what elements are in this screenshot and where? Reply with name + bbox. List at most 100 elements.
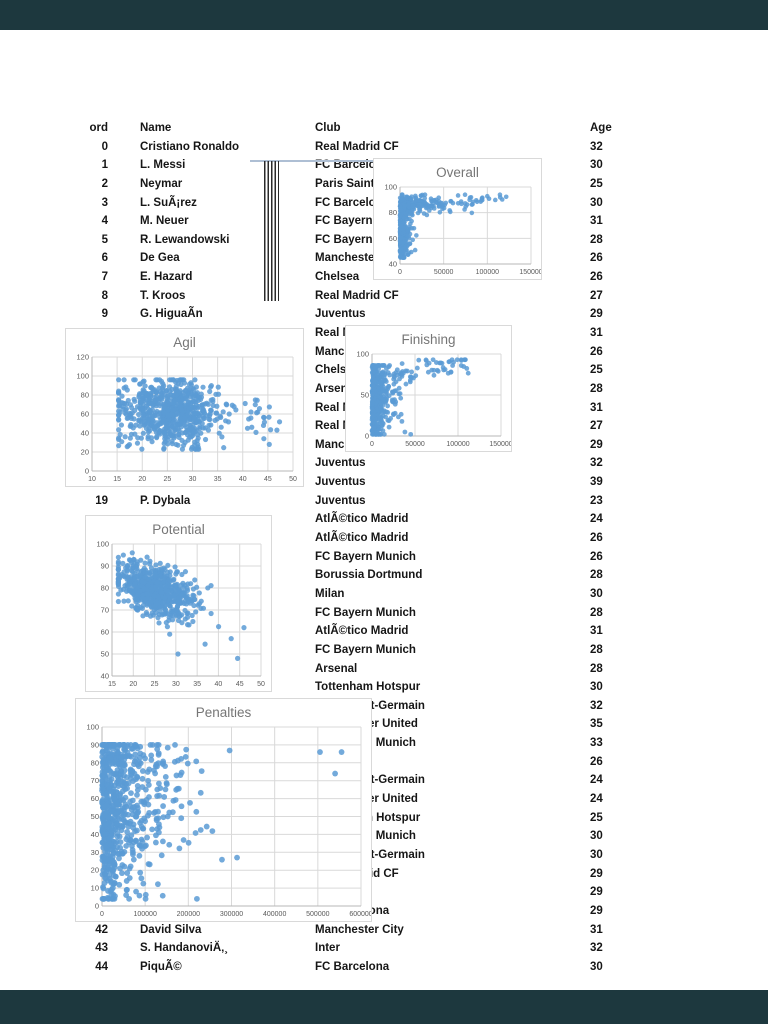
cell-club: Juventus — [315, 476, 366, 489]
cell-club: Juventus — [315, 308, 366, 321]
svg-text:90: 90 — [101, 562, 109, 571]
svg-text:45: 45 — [236, 681, 244, 688]
svg-text:20: 20 — [81, 448, 89, 457]
table-row: 1 L. Messi FC Barcelona 30 — [0, 156, 768, 175]
svg-text:10: 10 — [91, 884, 99, 893]
table-row: 44 PiquÃ© FC Barcelona 30 — [0, 958, 768, 977]
chart-penalties[interactable]: 0 10 20 30 40 50 60 70 80 90 100 0 100000 200000 30000… — [75, 698, 372, 922]
svg-text:30: 30 — [91, 848, 99, 857]
svg-text:120: 120 — [76, 353, 89, 362]
cell-club: Inter — [315, 942, 340, 955]
cell-age: 29 — [590, 904, 603, 917]
svg-text:20: 20 — [138, 476, 146, 483]
svg-text:30: 30 — [172, 681, 180, 688]
cell-age: 26 — [590, 252, 603, 265]
cell-ord: 8 — [101, 289, 108, 302]
cell-ord: 6 — [101, 252, 108, 265]
svg-text:40: 40 — [215, 681, 223, 688]
cell-club: Real Madrid CF — [315, 140, 399, 153]
glitch-line-artifact — [250, 160, 373, 162]
cell-age: 28 — [590, 643, 603, 656]
svg-text:100: 100 — [384, 183, 397, 192]
cell-age: 26 — [590, 755, 603, 768]
svg-text:40: 40 — [81, 429, 89, 438]
svg-text:0: 0 — [85, 467, 89, 476]
svg-text:100: 100 — [86, 723, 99, 732]
svg-text:20: 20 — [91, 866, 99, 875]
header-ord: ord — [89, 122, 108, 134]
table-row: Milan 30 — [0, 585, 768, 604]
cell-age: 25 — [590, 811, 603, 824]
cell-ord: 42 — [95, 923, 108, 936]
cell-ord: 3 — [101, 196, 108, 209]
svg-text:70: 70 — [91, 776, 99, 785]
cell-age: 31 — [590, 327, 603, 339]
svg-text:50000: 50000 — [434, 269, 454, 276]
cell-ord: 44 — [95, 960, 108, 973]
chart-potential[interactable]: 40 50 60 70 80 90 100 15 20 25 30 35 40 45 50 Potential — [85, 515, 272, 692]
svg-text:40: 40 — [389, 260, 397, 269]
svg-text:60: 60 — [81, 410, 89, 419]
cell-name: T. Kroos — [140, 289, 186, 302]
cell-name: R. Lewandowski — [140, 233, 230, 246]
svg-text:0: 0 — [100, 911, 104, 918]
svg-text:50: 50 — [289, 476, 297, 483]
cell-ord: 4 — [101, 215, 108, 228]
cell-club: Arsenal — [315, 662, 358, 675]
svg-text:20: 20 — [129, 681, 137, 688]
svg-text:Potential: Potential — [152, 522, 205, 537]
cell-age: 30 — [590, 159, 603, 172]
cell-age: 30 — [590, 830, 603, 843]
chart-overall[interactable]: 40 60 80 100 0 50000 100000 150000 Overall — [373, 158, 542, 280]
cell-age: 26 — [590, 532, 603, 545]
chart-agil[interactable]: 0 20 40 60 80 100 120 10 15 20 25 30 35 40 45 50 Agil — [65, 328, 304, 487]
cell-ord: 43 — [95, 942, 108, 955]
cell-age: 30 — [590, 196, 603, 209]
glitch-bars-artifact — [264, 161, 279, 301]
svg-text:80: 80 — [101, 584, 109, 593]
svg-text:70: 70 — [101, 606, 109, 615]
cell-club: Borussia Dortmund — [315, 569, 423, 582]
svg-text:Agil: Agil — [173, 335, 196, 350]
cell-age: 30 — [590, 848, 603, 861]
svg-text:50: 50 — [257, 681, 265, 688]
table-row: FC Bayern Munich 28 — [0, 641, 768, 660]
cell-ord: 7 — [101, 271, 108, 284]
svg-text:100: 100 — [76, 372, 89, 381]
cell-age: 35 — [590, 718, 603, 731]
svg-text:60: 60 — [101, 628, 109, 637]
cell-age: 29 — [590, 438, 603, 451]
svg-text:15: 15 — [108, 681, 116, 688]
cell-age: 29 — [590, 308, 603, 321]
svg-text:60: 60 — [389, 234, 397, 243]
spreadsheet-page: ord Name Club Age 0 Cristiano Ronaldo Real… — [0, 30, 768, 990]
cell-name: De Gea — [140, 252, 180, 265]
svg-text:Overall: Overall — [436, 165, 479, 180]
svg-text:15: 15 — [113, 476, 121, 483]
svg-text:60: 60 — [91, 794, 99, 803]
table-row: Tottenham Hotspur 30 — [0, 678, 768, 697]
cell-club: Real Madrid CF — [315, 289, 399, 302]
chart-finishing[interactable]: 0 50 100 0 50000 100000 150000 Finishing — [345, 325, 512, 452]
svg-text:50: 50 — [101, 650, 109, 659]
svg-text:100000: 100000 — [476, 269, 499, 276]
cell-age: 39 — [590, 476, 603, 489]
cell-club: FC Bayern Munich — [315, 550, 416, 563]
cell-age: 28 — [590, 606, 603, 619]
svg-text:0: 0 — [95, 902, 99, 911]
cell-name: P. Dybala — [140, 494, 191, 507]
cell-age: 31 — [590, 215, 603, 228]
svg-text:100: 100 — [356, 350, 369, 359]
cell-name: L. SuÃ¡rez — [140, 196, 197, 209]
table-row: Juventus 32 — [0, 454, 768, 473]
table-row: 0 Cristiano Ronaldo Real Madrid CF 32 — [0, 138, 768, 157]
svg-text:200000: 200000 — [177, 911, 200, 918]
cell-name: David Silva — [140, 923, 202, 936]
svg-text:45: 45 — [264, 476, 272, 483]
svg-text:0: 0 — [365, 432, 369, 441]
cell-club: AtlÃ©tico Madrid — [315, 532, 409, 545]
cell-age: 31 — [590, 923, 603, 936]
cell-age: 30 — [590, 587, 603, 600]
cell-age: 26 — [590, 271, 603, 284]
svg-text:10: 10 — [88, 476, 96, 483]
